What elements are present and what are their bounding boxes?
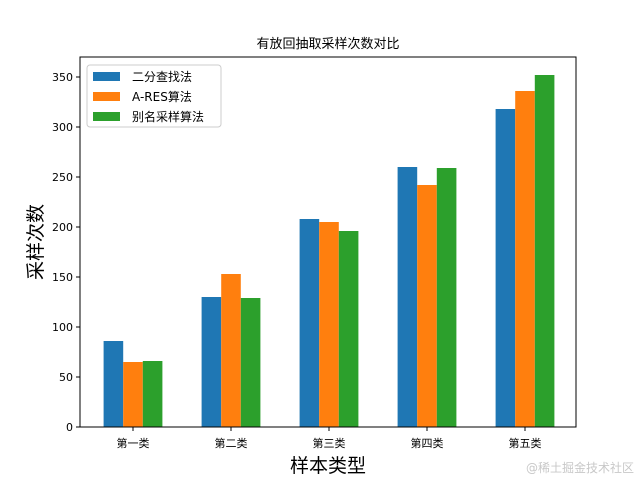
- legend-label: A-RES算法: [132, 89, 192, 104]
- bar-1-4: [397, 167, 418, 427]
- bar-1-2: [201, 297, 222, 427]
- bar-3-1: [142, 361, 163, 427]
- y-tick-label: 250: [52, 171, 73, 184]
- y-tick-label: 350: [52, 71, 73, 84]
- x-axis-label: 样本类型: [290, 455, 366, 477]
- bar-2-4: [417, 185, 437, 427]
- x-tick-label: 第五类: [509, 436, 542, 450]
- bar-3-3: [338, 231, 359, 427]
- y-tick-label: 50: [59, 371, 73, 384]
- x-tick-label: 第三类: [313, 436, 346, 450]
- chart-title: 有放回抽取采样次数对比: [256, 36, 399, 52]
- legend-swatch: [93, 92, 120, 101]
- bar-3-2: [240, 298, 261, 427]
- bar-1-1: [103, 341, 124, 427]
- bar-2-1: [123, 362, 143, 427]
- x-tick-label: 第二类: [215, 436, 248, 450]
- bar-2-3: [319, 222, 339, 427]
- y-axis-label: 采样次数: [25, 204, 47, 280]
- legend-box: [86, 64, 222, 128]
- y-tick-label: 300: [52, 121, 73, 134]
- bar-3-5: [534, 75, 555, 427]
- y-tick-label: 100: [52, 321, 73, 334]
- legend-label: 别名采样算法: [132, 109, 204, 124]
- bar-2-5: [515, 91, 535, 427]
- legend-swatch: [93, 72, 120, 81]
- x-tick-label: 第四类: [411, 436, 444, 450]
- legend-swatch: [93, 112, 120, 121]
- bar-1-5: [495, 109, 516, 427]
- watermark: @稀土掘金技术社区: [526, 460, 634, 475]
- y-tick-label: 0: [66, 421, 73, 434]
- bar-2-2: [221, 274, 241, 427]
- x-tick-label: 第一类: [117, 436, 150, 450]
- y-tick-label: 200: [52, 221, 73, 234]
- y-tick-label: 150: [52, 271, 73, 284]
- plot-frame: [79, 56, 577, 428]
- bar-1-3: [299, 219, 320, 427]
- bar-3-4: [436, 168, 457, 427]
- legend-label: 二分查找法: [132, 70, 192, 84]
